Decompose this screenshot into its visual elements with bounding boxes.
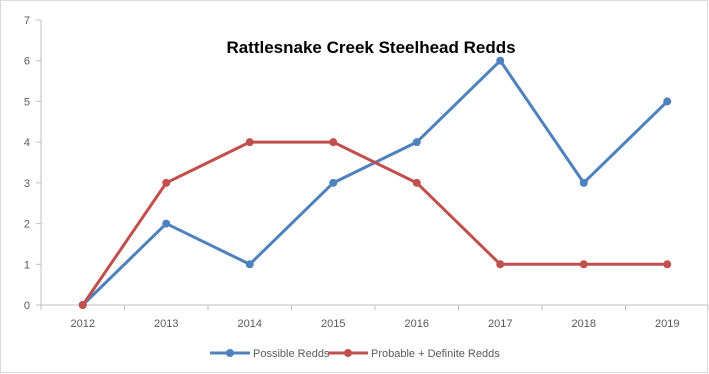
series-layer bbox=[78, 56, 672, 309]
data-point bbox=[78, 301, 87, 309]
data-point bbox=[412, 178, 421, 187]
data-point bbox=[162, 219, 171, 228]
legend-marker bbox=[226, 349, 234, 357]
data-point bbox=[245, 260, 254, 269]
data-point bbox=[663, 97, 672, 106]
x-tick-label: 2019 bbox=[655, 318, 679, 330]
data-point bbox=[162, 178, 171, 187]
data-point bbox=[412, 138, 421, 147]
data-point bbox=[496, 260, 505, 269]
legend-marker bbox=[344, 349, 352, 357]
series-line bbox=[81, 59, 669, 307]
x-tick-label: 2012 bbox=[71, 318, 95, 330]
y-axis-ticks: 0 1 2 3 4 5 6 7 bbox=[24, 15, 41, 312]
x-tick-label: 2013 bbox=[154, 318, 178, 330]
legend-item: Possible Redds bbox=[210, 348, 330, 360]
x-tick-label: 2016 bbox=[405, 318, 429, 330]
x-tick-label: 2018 bbox=[572, 318, 596, 330]
series-2 bbox=[78, 138, 672, 309]
legend: Possible Redds Probable + Definite Redds bbox=[210, 348, 500, 360]
y-tick-label: 4 bbox=[24, 137, 30, 149]
legend-item: Probable + Definite Redds bbox=[328, 348, 500, 360]
y-tick-label: 3 bbox=[24, 178, 30, 190]
y-tick-label: 1 bbox=[24, 259, 30, 271]
y-tick-label: 5 bbox=[24, 96, 30, 108]
x-tick-label: 2014 bbox=[238, 318, 262, 330]
data-point bbox=[329, 178, 338, 187]
data-point bbox=[329, 138, 338, 147]
y-tick-label: 6 bbox=[24, 56, 30, 68]
data-point bbox=[496, 56, 505, 65]
data-point bbox=[579, 260, 588, 269]
series-line bbox=[81, 140, 669, 307]
x-tick-label: 2017 bbox=[488, 318, 512, 330]
data-point bbox=[579, 178, 588, 187]
y-tick-label: 7 bbox=[24, 15, 30, 27]
x-axis-ticks: 2012 2013 2014 2015 2016 2017 2018 2019 bbox=[40, 305, 709, 330]
y-tick-label: 0 bbox=[24, 300, 30, 312]
legend-label: Probable + Definite Redds bbox=[371, 348, 500, 360]
y-tick-label: 2 bbox=[24, 219, 30, 231]
data-point bbox=[663, 260, 672, 269]
data-point bbox=[245, 138, 254, 147]
legend-label: Possible Redds bbox=[253, 348, 330, 360]
chart-title: Rattlesnake Creek Steelhead Redds bbox=[226, 38, 515, 57]
x-tick-label: 2015 bbox=[321, 318, 345, 330]
